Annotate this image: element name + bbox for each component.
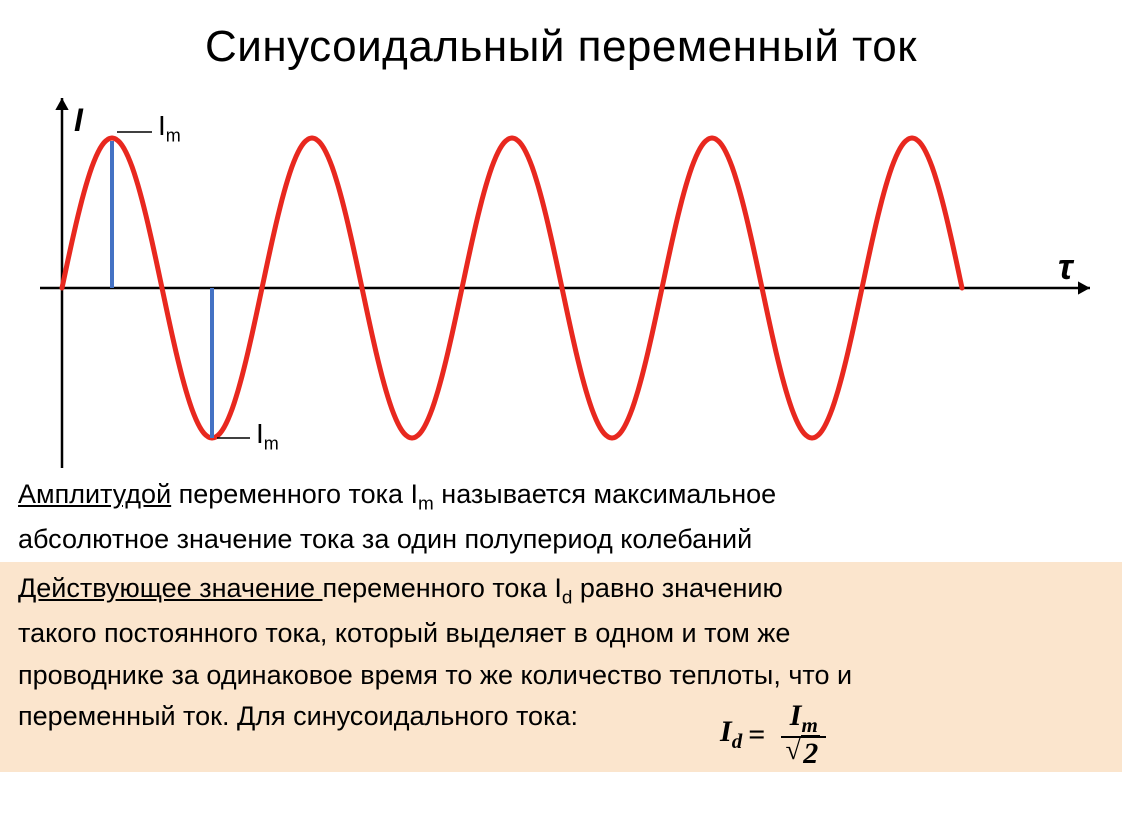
amplitude-definition: Амплитудой переменного тока Im называетс… bbox=[0, 474, 1100, 561]
page-title: Синусоидальный переменный ток bbox=[0, 22, 1122, 72]
y-axis-label: I bbox=[74, 102, 83, 139]
chart-svg bbox=[40, 88, 1100, 478]
effective-value-definition: Действующее значение переменного тока Id… bbox=[0, 568, 1100, 738]
peak-positive-label: Im bbox=[158, 110, 181, 147]
sine-chart: I τ Im Im bbox=[40, 88, 1100, 473]
x-axis-label: τ bbox=[1058, 246, 1073, 288]
rms-formula: Id = Im 2 bbox=[720, 700, 826, 770]
peak-negative-label: Im bbox=[256, 418, 279, 455]
